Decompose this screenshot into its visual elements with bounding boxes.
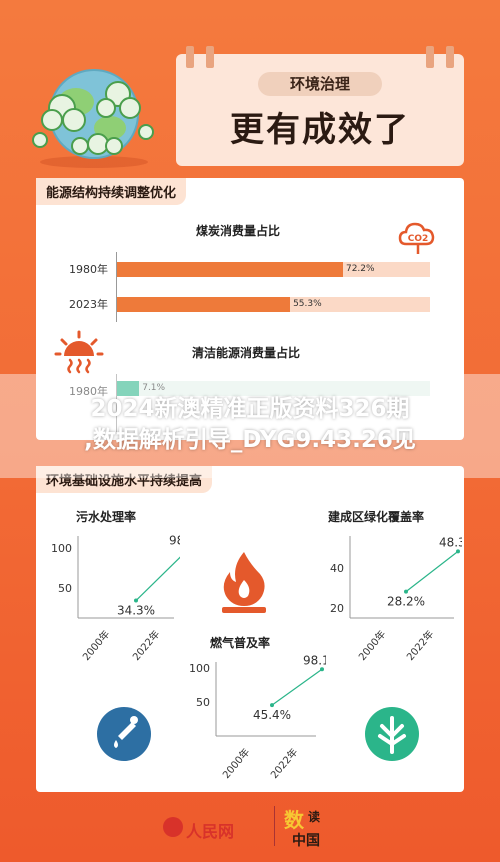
globe-illustration xyxy=(32,69,154,168)
green-xtick-2000: 2000年 xyxy=(356,628,389,664)
sun-heat-icon xyxy=(54,330,104,374)
sewage-ytick-100: 100 xyxy=(51,542,72,555)
gas-xtick-2022: 2022年 xyxy=(268,746,301,782)
section-tab-infrastructure: 环境基础设施水平持续提高 xyxy=(36,466,213,493)
sewage-point-2000 xyxy=(134,598,138,603)
sewage-chart: 污水处理率 100 50 34.3% 98.1% 2000年 2022年 xyxy=(51,509,180,664)
green-line xyxy=(405,550,459,593)
coal-value-2023: 55.3% xyxy=(293,299,322,309)
coal-bar-2023 xyxy=(117,297,291,312)
title-card: 环境治理 更有成效了 xyxy=(176,46,464,166)
energy-panel: 能源结构持续调整优化 煤炭消费量占比 CO2 1980年 2023年 72.2%… xyxy=(36,178,464,440)
sewage-label-2000: 34.3% xyxy=(117,604,155,618)
clean-bar-track-0 xyxy=(117,381,430,396)
sewage-line xyxy=(135,556,180,601)
green-point-2000 xyxy=(404,589,408,594)
coal-bar-1980 xyxy=(117,262,343,277)
green-label-2022: 48.3% xyxy=(439,535,462,549)
gas-ytick-50: 50 xyxy=(196,696,210,709)
green-point-2022 xyxy=(456,549,460,554)
clean-value-1980: 7.1% xyxy=(142,383,166,393)
people-logo-icon xyxy=(163,817,183,837)
coal-cat-0: 1980年 xyxy=(69,263,108,276)
logo-du: 读 xyxy=(308,810,321,824)
gas-chart: 燃气普及率 100 50 45.4% 98.1% 2000年 2022年 xyxy=(189,635,326,782)
gas-title: 燃气普及率 xyxy=(210,635,270,650)
watermark-overlay xyxy=(0,374,500,478)
coal-axis xyxy=(116,252,117,322)
infrastructure-panel: 环境基础设施水平持续提高 污水处理率 100 50 34.3% 98.1% 20… xyxy=(36,466,464,792)
co2-label: CO2 xyxy=(408,234,429,244)
gas-point-2000 xyxy=(270,703,274,708)
logo-people: 人民网 xyxy=(186,822,235,841)
gas-label-2022: 98.1% xyxy=(303,653,326,667)
gas-point-2022 xyxy=(320,667,324,672)
coal-chart-title: 煤炭消费量占比 xyxy=(196,224,281,238)
overlay-line-1: 2024新澳精准正版资料326期 xyxy=(90,396,410,422)
section-tab-energy: 能源结构持续调整优化 xyxy=(36,178,187,205)
tree-icon xyxy=(365,707,419,761)
clean-bar-1980 xyxy=(117,381,140,396)
green-xtick-2022: 2022年 xyxy=(404,628,437,664)
gas-label-2000: 45.4% xyxy=(253,708,291,722)
flame-icon xyxy=(222,552,266,613)
gas-line xyxy=(271,668,323,706)
green-chart: 建成区绿化覆盖率 40 20 28.2% 48.3% 2000年 2022年 xyxy=(327,509,462,664)
green-ytick-40: 40 xyxy=(330,562,344,575)
logo-shu: 数 xyxy=(284,808,304,832)
green-label-2000: 28.2% xyxy=(387,595,425,609)
sewage-ytick-50: 50 xyxy=(58,582,72,595)
water-faucet-icon xyxy=(97,707,151,761)
sewage-xtick-2000: 2000年 xyxy=(80,628,113,664)
gas-ytick-100: 100 xyxy=(189,662,210,675)
green-title: 建成区绿化覆盖率 xyxy=(327,509,424,524)
sewage-xtick-2022: 2022年 xyxy=(130,628,163,664)
gas-xtick-2000: 2000年 xyxy=(220,746,253,782)
overlay-line-2: ,数据解析引导_DYG9.43.26见 xyxy=(84,427,416,453)
coal-value-1980: 72.2% xyxy=(345,264,375,274)
sewage-label-2022: 98.1% xyxy=(169,534,180,548)
header-title: 更有成效了 xyxy=(230,110,410,150)
logo-china: 中国 xyxy=(292,833,320,849)
overlay-text: 2024新澳精准正版资料326期 ,数据解析引导_DYG9.43.26见 xyxy=(0,394,500,456)
coal-cat-1: 2023年 xyxy=(69,298,108,311)
sewage-title: 污水处理率 xyxy=(76,509,136,524)
co2-cloud-icon: CO2 xyxy=(398,222,435,254)
clean-cat-0: 1980年 xyxy=(69,385,108,398)
clean-axis xyxy=(116,374,117,434)
clean-chart-title: 清洁能源消费量占比 xyxy=(192,346,301,360)
footer-logos: 人民网 数 读 中国 xyxy=(150,802,350,852)
footer-divider xyxy=(274,806,275,846)
header-subtitle: 环境治理 xyxy=(258,72,382,96)
green-ytick-20: 20 xyxy=(330,602,344,615)
